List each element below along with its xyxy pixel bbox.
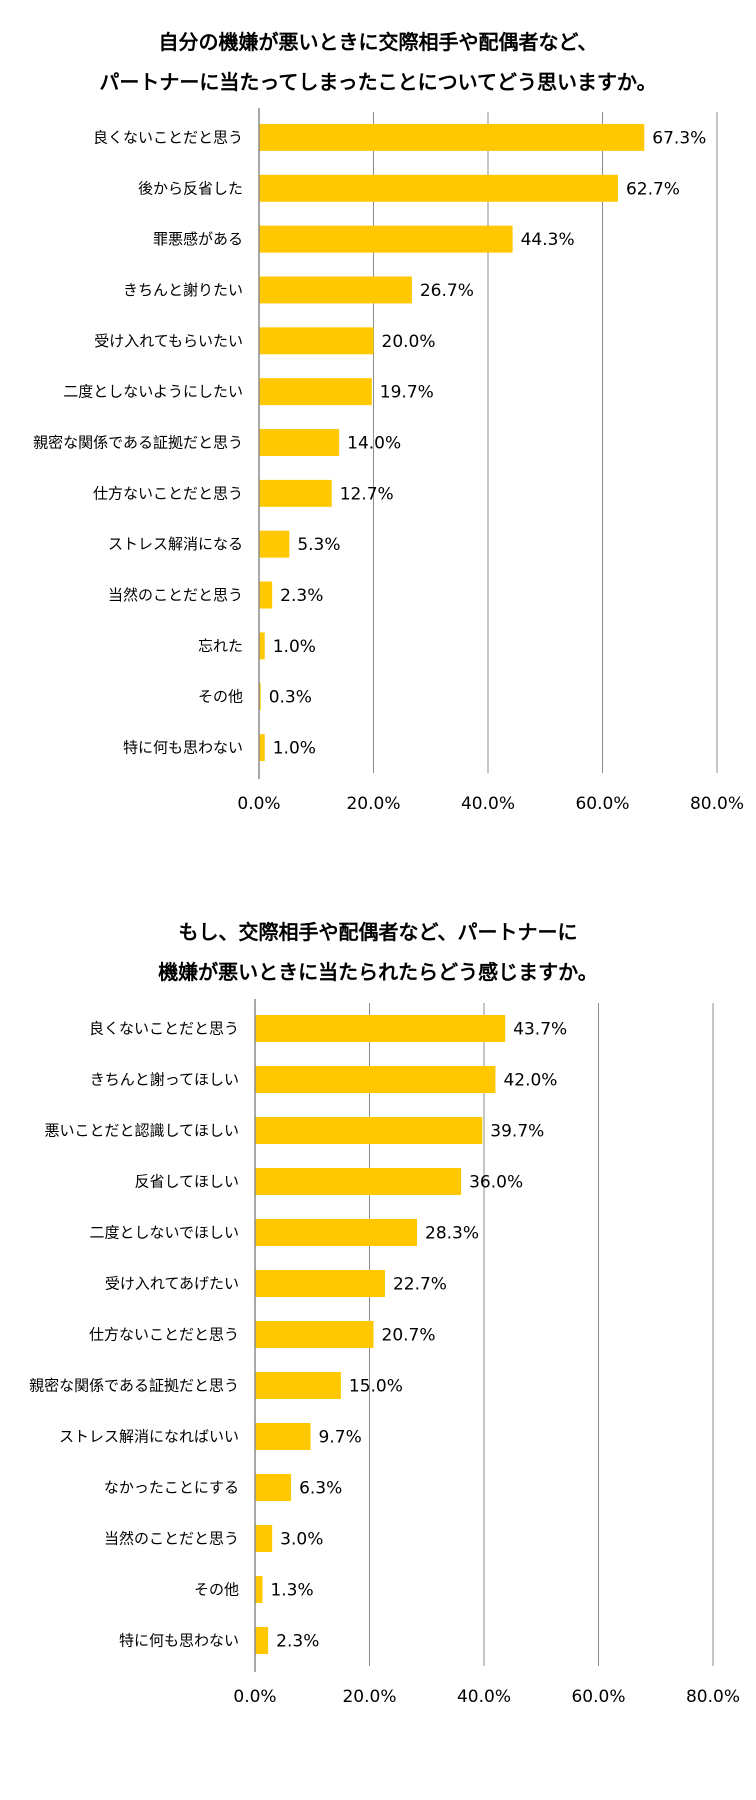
- chart-1-bar: [259, 581, 273, 609]
- chart-1-category-label: きちんと謝りたい: [123, 281, 243, 299]
- chart-2-bar: [255, 1167, 462, 1196]
- chart-1-category-label: 罪悪感がある: [153, 230, 243, 248]
- chart-1-data-label: 20.0%: [382, 332, 436, 352]
- chart-2-category-label: 反省してほしい: [134, 1173, 239, 1191]
- chart-2-data-label: 3.0%: [280, 1530, 323, 1550]
- chart-2-bar: [255, 1524, 273, 1553]
- chart-2-bar: [255, 1575, 263, 1604]
- chart-1-plot: 0.0% 20.0% 40.0% 60.0% 80.0% 良くないことだと思う 67.3% 後…: [33, 108, 744, 814]
- chart-1-data-label: 26.7%: [420, 281, 474, 301]
- chart-1-x-tick-label: 40.0%: [461, 794, 515, 814]
- chart-1-bar: [259, 378, 372, 406]
- chart-2-bar: [255, 1371, 341, 1400]
- chart-2-category-label: なかったことにする: [104, 1479, 239, 1497]
- chart-2-data-label: 1.3%: [270, 1581, 313, 1601]
- chart-2-data-label: 20.7%: [382, 1326, 436, 1346]
- chart-2-bar: [255, 1065, 496, 1094]
- chart-1-category-label: 忘れた: [198, 637, 243, 655]
- chart-2-data-label: 15.0%: [349, 1377, 403, 1397]
- chart-2-data-label: 43.7%: [513, 1020, 567, 1040]
- chart-1-category-label: 特に何も思わない: [123, 739, 243, 757]
- chart-1-category-label: 受け入れてもらいたい: [94, 332, 243, 350]
- chart-1-category-label: その他: [198, 688, 243, 706]
- chart-1-bar: [259, 123, 645, 151]
- chart-1-x-tick-label: 0.0%: [237, 794, 280, 814]
- chart-2-category-label: 特に何も思わない: [119, 1632, 239, 1650]
- chart-1-title: 自分の機嫌が悪いときに交際相手や配偶者など、 パートナーに当たってしまったことに…: [0, 22, 756, 102]
- chart-2-data-label: 39.7%: [490, 1122, 544, 1142]
- chart-1-bar: [259, 327, 374, 355]
- chart-2-x-tick-label: 80.0%: [686, 1687, 740, 1707]
- chart-1-x-tick-label: 80.0%: [690, 794, 744, 814]
- chart-1-category-label: 親密な関係である証拠だと思う: [33, 434, 243, 452]
- chart-2-data-label: 36.0%: [469, 1173, 523, 1193]
- chart-1-bar: [259, 734, 265, 762]
- chart-1-data-label: 44.3%: [521, 230, 575, 250]
- chart-2-data-label: 28.3%: [425, 1224, 479, 1244]
- chart-2-bar: [255, 1473, 292, 1502]
- chart-2-title: もし、交際相手や配偶者など、パートナーに 機嫌が悪いときに当たられたらどう感じま…: [0, 912, 756, 992]
- chart-1-data-label: 12.7%: [340, 484, 394, 504]
- chart-1-category-label: 二度としないようにしたい: [63, 383, 243, 401]
- chart-2-title-line-1: もし、交際相手や配偶者など、パートナーに: [178, 920, 578, 944]
- chart-2-bar: [255, 1014, 506, 1043]
- chart-1-category-label: 後から反省した: [138, 179, 243, 197]
- chart-1: 自分の機嫌が悪いときに交際相手や配偶者など、 パートナーに当たってしまったことに…: [0, 0, 756, 857]
- chart-2-bar: [255, 1626, 269, 1655]
- chart-1-bar: [259, 479, 332, 507]
- chart-1-data-label: 14.0%: [347, 434, 401, 454]
- chart-2-category-label: 受け入れてあげたい: [105, 1275, 239, 1293]
- chart-1-category-label: 良くないことだと思う: [93, 128, 243, 146]
- chart-1-x-tick-label: 60.0%: [575, 794, 629, 814]
- chart-2-data-label: 6.3%: [299, 1479, 342, 1499]
- chart-1-bar: [259, 530, 290, 558]
- chart-2-x-tick-label: 40.0%: [457, 1687, 511, 1707]
- chart-2-category-label: ストレス解消になればいい: [59, 1428, 239, 1446]
- chart-2-category-label: 仕方ないことだと思う: [89, 1326, 239, 1344]
- chart-2-bar: [255, 1422, 311, 1451]
- chart-1-title-line-2: パートナーに当たってしまったことについてどう思いますか。: [99, 70, 657, 94]
- chart-2: もし、交際相手や配偶者など、パートナーに 機嫌が悪いときに当たられたらどう感じま…: [0, 891, 756, 1800]
- chart-1-title-line-1: 自分の機嫌が悪いときに交際相手や配偶者など、: [158, 30, 598, 54]
- chart-2-title-line-2: 機嫌が悪いときに当たられたらどう感じますか。: [158, 960, 598, 984]
- chart-2-bar: [255, 1218, 418, 1247]
- chart-2-x-tick-label: 20.0%: [342, 1687, 396, 1707]
- chart-2-category-label: きちんと謝ってほしい: [90, 1071, 239, 1089]
- chart-2-category-label: 親密な関係である証拠だと思う: [29, 1377, 239, 1395]
- chart-2-category-label: 当然のことだと思う: [104, 1530, 239, 1548]
- chart-2-bar: [255, 1269, 385, 1298]
- chart-1-data-label: 1.0%: [273, 637, 316, 657]
- chart-2-x-tick-label: 0.0%: [233, 1687, 276, 1707]
- chart-1-data-label: 19.7%: [380, 383, 434, 403]
- chart-1-bar: [259, 174, 618, 202]
- chart-1-bar: [259, 225, 513, 253]
- chart-1-bar: [259, 683, 261, 711]
- chart-1-data-label: 67.3%: [652, 128, 706, 148]
- chart-1-bar: [259, 429, 340, 456]
- chart-2-data-label: 22.7%: [393, 1275, 447, 1295]
- chart-2-bar: [255, 1116, 483, 1145]
- chart-1-data-label: 5.3%: [297, 535, 340, 555]
- chart-1-bar: [259, 276, 412, 304]
- chart-2-category-label: 二度としないでほしい: [89, 1224, 239, 1242]
- chart-1-data-label: 0.3%: [269, 688, 312, 708]
- chart-2-data-label: 9.7%: [319, 1428, 362, 1448]
- chart-2-category-label: 悪いことだと認識してほしい: [44, 1122, 239, 1140]
- chart-1-bar: [259, 632, 265, 660]
- chart-1-data-label: 2.3%: [280, 586, 323, 606]
- chart-1-category-label: 仕方ないことだと思う: [93, 484, 243, 502]
- chart-2-data-label: 2.3%: [276, 1632, 319, 1652]
- chart-2-plot: 0.0% 20.0% 40.0% 60.0% 80.0% 良くないことだと思う 43.7% き…: [29, 999, 740, 1707]
- chart-1-data-label: 62.7%: [626, 179, 680, 199]
- chart-1-x-tick-label: 20.0%: [346, 794, 400, 814]
- chart-1-data-label: 1.0%: [273, 739, 316, 759]
- chart-2-category-label: その他: [194, 1581, 239, 1599]
- chart-1-category-label: ストレス解消になる: [108, 535, 243, 553]
- chart-2-data-label: 42.0%: [503, 1071, 557, 1091]
- chart-2-category-label: 良くないことだと思う: [89, 1020, 239, 1038]
- chart-2-x-tick-label: 60.0%: [571, 1687, 625, 1707]
- chart-2-bar: [255, 1320, 374, 1349]
- chart-1-category-label: 当然のことだと思う: [108, 586, 243, 604]
